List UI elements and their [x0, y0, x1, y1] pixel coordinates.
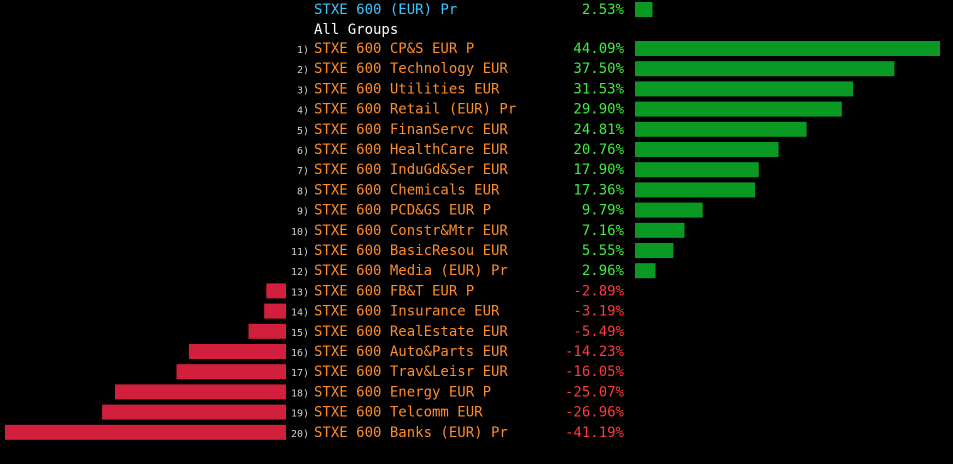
bar	[635, 41, 940, 56]
bar	[176, 364, 286, 380]
category-label: STXE 600 FinanServc EUR	[314, 122, 508, 138]
value-label: -41.19%	[565, 425, 625, 441]
category-label: STXE 600 Telcomm EUR	[314, 405, 483, 421]
bar	[5, 424, 286, 440]
category-label: STXE 600 Chemicals EUR	[314, 182, 500, 198]
rank-label: 3)	[297, 85, 309, 96]
value-label: 31.53%	[573, 81, 624, 97]
bar	[635, 121, 807, 137]
value-label: -16.05%	[565, 364, 625, 380]
rank-label: 19)	[291, 409, 309, 420]
rank-label: 20)	[291, 429, 309, 440]
bar	[266, 283, 286, 299]
category-label: STXE 600 RealEstate EUR	[314, 324, 508, 340]
value-label: 5.55%	[582, 243, 625, 259]
index-bar	[635, 2, 653, 17]
bar	[635, 61, 895, 77]
rank-label: 13)	[291, 287, 309, 298]
index-value-label: 2.53%	[582, 2, 625, 18]
category-label: STXE 600 Energy EUR P	[314, 384, 491, 400]
rank-label: 7)	[297, 166, 309, 177]
chart-rows: 1) STXE 600 CP&S EUR P 44.09% 2) STXE 600 Te…	[5, 41, 940, 441]
category-label: STXE 600 Trav&Leisr EUR	[314, 364, 508, 380]
value-label: -26.96%	[565, 405, 625, 421]
rank-label: 16)	[291, 348, 309, 359]
value-label: 7.16%	[582, 223, 625, 239]
bar	[635, 243, 674, 258]
bar	[264, 303, 286, 319]
bar	[248, 323, 286, 339]
value-label: -3.19%	[573, 304, 624, 320]
value-label: 17.36%	[573, 182, 624, 198]
rank-label: 4)	[297, 106, 309, 117]
category-label: STXE 600 CP&S EUR P	[314, 41, 474, 57]
category-label: STXE 600 Banks (EUR) Pr	[314, 425, 508, 441]
bar	[635, 182, 756, 198]
rank-label: 15)	[291, 328, 309, 339]
category-label: STXE 600 PCD&GS EUR P	[314, 203, 491, 219]
bar	[635, 101, 842, 117]
category-label: STXE 600 BasicResou EUR	[314, 243, 508, 259]
category-label: STXE 600 Constr&Mtr EUR	[314, 223, 508, 239]
bar	[188, 344, 286, 359]
bar	[115, 384, 286, 400]
value-label: 44.09%	[573, 41, 624, 57]
value-label: -14.23%	[565, 344, 625, 360]
category-label: STXE 600 Media (EUR) Pr	[314, 263, 508, 279]
rank-label: 8)	[297, 186, 309, 197]
category-label: STXE 600 HealthCare EUR	[314, 142, 508, 158]
rank-label: 10)	[291, 227, 309, 238]
bar	[635, 81, 854, 97]
bar	[635, 162, 759, 178]
value-label: 37.50%	[573, 61, 624, 77]
category-label: STXE 600 FB&T EUR P	[314, 283, 474, 299]
rank-label: 17)	[291, 368, 309, 379]
value-label: -25.07%	[565, 384, 625, 400]
value-label: 20.76%	[573, 142, 624, 158]
category-label: STXE 600 Retail (EUR) Pr	[314, 102, 516, 118]
bar	[635, 142, 779, 157]
category-label: STXE 600 Auto&Parts EUR	[314, 344, 508, 360]
rank-label: 9)	[297, 207, 309, 218]
value-label: -5.49%	[573, 324, 624, 340]
value-label: 9.79%	[582, 203, 625, 219]
category-label: STXE 600 Insurance EUR	[314, 304, 500, 320]
value-label: -2.89%	[573, 283, 624, 299]
rank-label: 12)	[291, 267, 309, 278]
rank-label: 14)	[291, 308, 309, 319]
category-label: STXE 600 Utilities EUR	[314, 81, 500, 97]
rank-label: 6)	[297, 146, 309, 157]
bar	[635, 263, 656, 279]
bar	[102, 404, 286, 420]
category-label: STXE 600 InduGd&Ser EUR	[314, 162, 508, 178]
rank-label: 2)	[297, 65, 309, 76]
rank-label: 11)	[291, 247, 309, 258]
bar	[635, 222, 685, 238]
bar	[635, 202, 703, 218]
value-label: 17.90%	[573, 162, 624, 178]
rank-label: 5)	[297, 126, 309, 137]
group-label: All Groups	[314, 22, 398, 38]
rank-label: 18)	[291, 388, 309, 399]
value-label: 29.90%	[573, 102, 624, 118]
category-label: STXE 600 Technology EUR	[314, 61, 508, 77]
rank-label: 1)	[297, 45, 309, 56]
index-label: STXE 600 (EUR) Pr	[314, 2, 457, 18]
value-label: 2.96%	[582, 263, 625, 279]
value-label: 24.81%	[573, 122, 624, 138]
